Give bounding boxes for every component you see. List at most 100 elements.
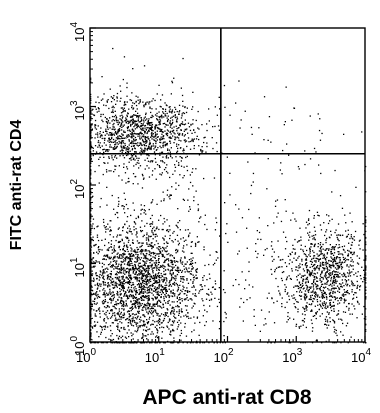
data-point (313, 298, 316, 300)
data-point (159, 115, 161, 118)
data-point (106, 254, 109, 256)
data-point (123, 147, 125, 149)
data-point (305, 326, 307, 329)
data-point (145, 257, 147, 259)
data-point (119, 279, 121, 281)
data-point (149, 101, 151, 103)
data-point (126, 220, 128, 223)
data-point (301, 285, 303, 287)
data-point (120, 124, 122, 126)
data-point (347, 255, 349, 257)
data-point (128, 180, 130, 183)
data-point (322, 264, 324, 266)
data-point (118, 137, 120, 140)
data-point (301, 282, 304, 284)
data-point (160, 115, 162, 117)
data-point (328, 249, 330, 251)
data-point (138, 274, 140, 276)
data-point (145, 142, 147, 144)
data-point (191, 307, 193, 309)
data-point (177, 266, 179, 268)
data-point (97, 107, 99, 109)
data-point (328, 312, 330, 314)
data-point (149, 303, 151, 305)
data-point (97, 225, 99, 227)
data-point (180, 87, 182, 89)
data-point (332, 261, 334, 264)
data-point (316, 284, 319, 286)
data-point (218, 328, 221, 330)
data-point (154, 233, 156, 236)
data-point (146, 154, 148, 156)
data-point (115, 103, 117, 105)
data-point (123, 206, 125, 208)
data-point (226, 223, 228, 225)
data-point (194, 242, 197, 245)
data-point (124, 172, 127, 174)
data-point (168, 149, 171, 151)
data-point (195, 271, 197, 273)
data-point (165, 251, 167, 253)
data-point (121, 286, 123, 288)
data-point (190, 263, 192, 265)
data-point (112, 312, 114, 314)
data-point (198, 292, 200, 294)
data-point (157, 313, 159, 315)
data-point (318, 309, 320, 311)
data-point (174, 238, 176, 241)
data-point (276, 300, 278, 302)
data-point (345, 325, 348, 327)
data-point (141, 144, 143, 147)
data-point (112, 265, 114, 267)
data-point (350, 336, 352, 338)
data-point (116, 325, 118, 327)
data-point (180, 308, 183, 310)
data-point (322, 304, 324, 306)
data-point (109, 257, 112, 260)
data-point (167, 264, 170, 267)
data-point (129, 263, 131, 265)
data-point (120, 316, 122, 318)
data-point (99, 146, 101, 149)
data-point (303, 318, 306, 320)
data-point (153, 290, 155, 292)
data-point (250, 184, 253, 187)
data-point (206, 279, 208, 281)
data-point (174, 114, 176, 116)
data-point (208, 299, 211, 301)
data-point (159, 130, 161, 132)
data-point (106, 310, 109, 312)
data-point (127, 296, 129, 298)
data-point (147, 313, 149, 315)
data-point (337, 276, 339, 278)
data-point (162, 286, 164, 288)
data-point (119, 135, 122, 137)
data-point (330, 305, 333, 308)
data-point (177, 208, 179, 210)
data-point (186, 244, 188, 246)
data-point (333, 256, 336, 259)
data-point (196, 236, 198, 238)
data-point (120, 297, 122, 299)
data-point (286, 240, 288, 243)
data-point (342, 311, 345, 313)
data-point (119, 290, 121, 293)
data-point (326, 321, 329, 323)
data-point (91, 339, 93, 341)
data-point (132, 313, 134, 315)
data-point (332, 246, 334, 248)
data-point (131, 136, 133, 138)
data-point (143, 134, 145, 136)
data-point (165, 278, 168, 280)
data-point (225, 313, 227, 315)
data-point (329, 293, 331, 295)
data-point (127, 112, 129, 114)
data-point (344, 214, 346, 216)
data-point (118, 335, 121, 337)
data-point (171, 263, 173, 266)
data-point (149, 278, 151, 280)
data-point (137, 183, 139, 185)
data-point (194, 245, 197, 247)
data-point (112, 284, 114, 286)
data-point (151, 135, 153, 137)
